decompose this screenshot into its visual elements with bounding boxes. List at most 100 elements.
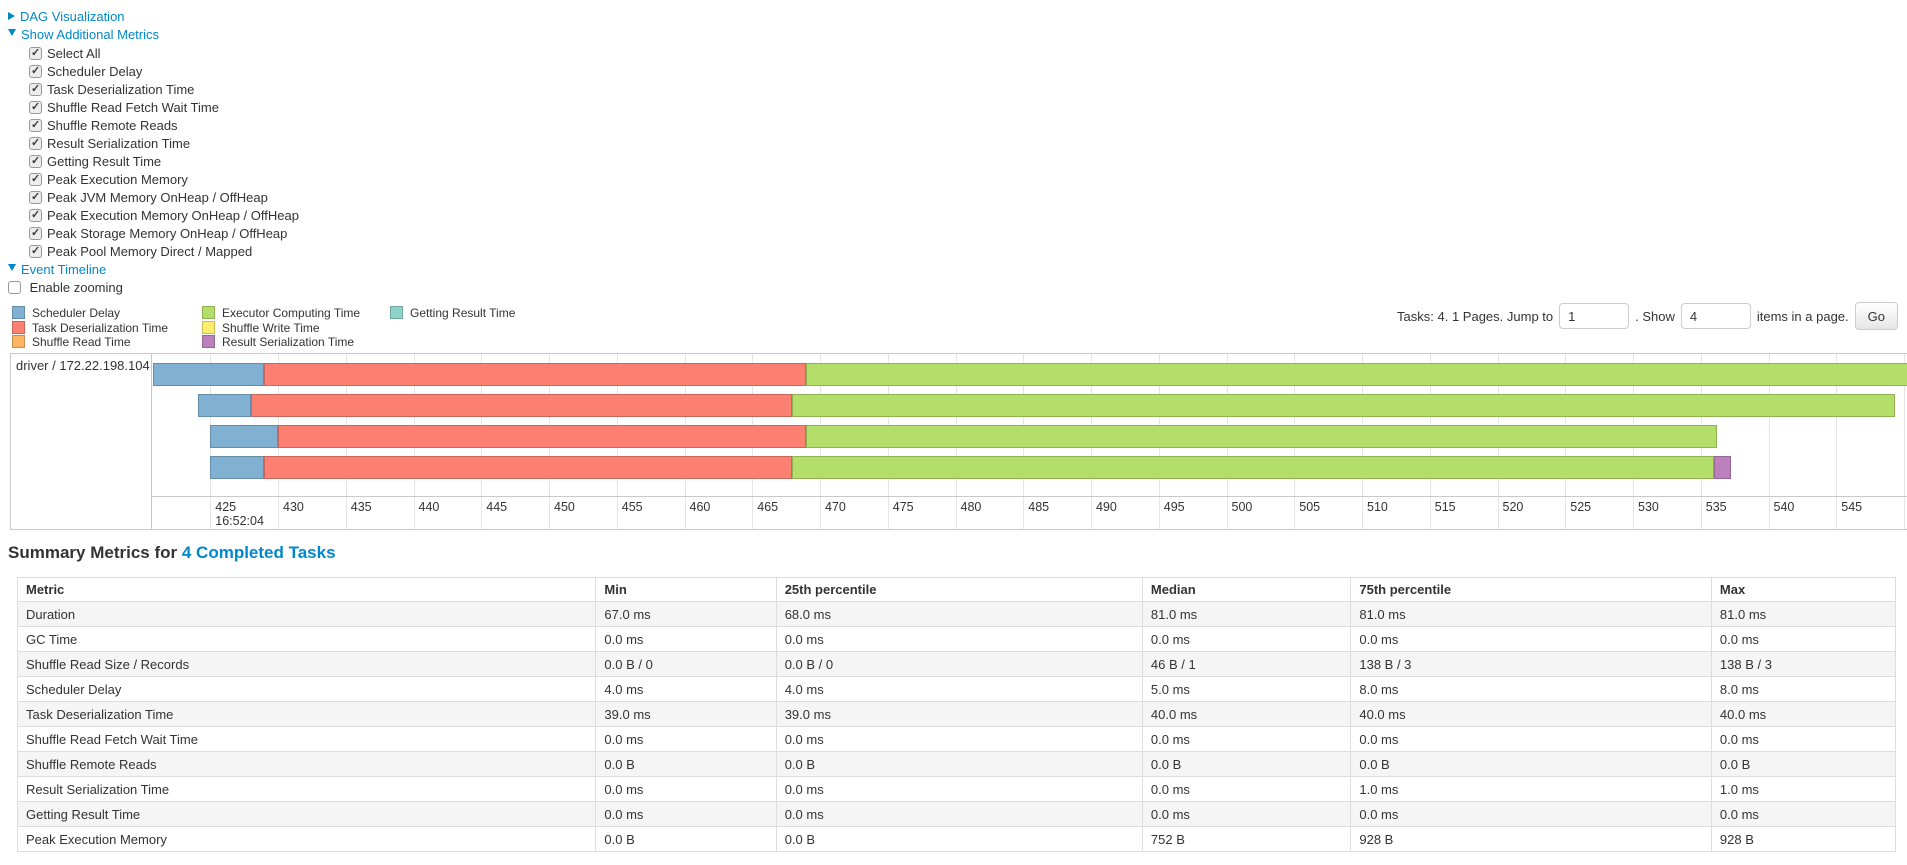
metric-value-cell: 0.0 B xyxy=(775,751,1143,777)
metric-value-cell: 928 B xyxy=(1350,826,1712,852)
task-segment-executor-computing[interactable] xyxy=(806,425,1717,448)
metric-checkbox[interactable] xyxy=(29,46,42,60)
summary-column-header: Metric xyxy=(16,577,597,602)
task-segment-task-deserialization[interactable] xyxy=(250,394,792,417)
task-segment-executor-computing[interactable] xyxy=(791,456,1715,479)
show-additional-metrics-link[interactable]: Show Additional Metrics xyxy=(21,27,160,42)
task-segment-scheduler-delay[interactable] xyxy=(153,363,265,386)
metric-checkbox-row: Peak Execution Memory OnHeap / OffHeap xyxy=(29,207,299,225)
metric-checkbox-row: Peak Pool Memory Direct / Mapped xyxy=(29,243,299,261)
timeline-task-bar[interactable] xyxy=(152,363,1907,386)
axis-tick-label: 515 xyxy=(1434,500,1456,514)
summary-column-header: Median xyxy=(1141,577,1352,602)
gridline xyxy=(820,497,821,529)
event-timeline-toggle[interactable]: Event Timeline xyxy=(8,261,299,279)
task-segment-task-deserialization[interactable] xyxy=(264,363,807,386)
summary-table-row: Scheduler Delay 4.0 ms 4.0 ms 5.0 ms 8.0 ms 8… xyxy=(16,676,1897,702)
axis-tick-label: 545 xyxy=(1841,500,1863,514)
axis-tick-label: 490 xyxy=(1096,500,1117,514)
go-button[interactable]: Go xyxy=(1854,302,1898,330)
summary-header-row: Metric Min 25th percentile Median 75th perce… xyxy=(16,577,1897,602)
metric-value-cell: 40.0 ms xyxy=(1710,701,1897,727)
gridline xyxy=(1700,497,1702,529)
summary-title-text: Summary Metrics for xyxy=(8,543,178,562)
metric-name-cell: Scheduler Delay xyxy=(16,676,597,702)
axis-tick-label: 540 xyxy=(1773,500,1795,514)
metric-checkbox[interactable] xyxy=(29,226,42,240)
gridline xyxy=(1362,497,1363,529)
chevron-right-icon xyxy=(8,12,15,20)
chevron-down-icon xyxy=(8,29,16,36)
summary-metrics-table: Metric Min 25th percentile Median 75th perce… xyxy=(16,577,1897,852)
metric-value-cell: 0.0 B xyxy=(595,751,777,777)
event-timeline-link[interactable]: Event Timeline xyxy=(21,262,107,277)
task-segment-scheduler-delay[interactable] xyxy=(198,394,251,417)
metric-value-cell: 0.0 ms xyxy=(1141,726,1352,752)
metric-value-cell: 0.0 ms xyxy=(1710,726,1897,752)
metric-value-cell: 81.0 ms xyxy=(1141,601,1352,627)
enable-zooming-checkbox[interactable] xyxy=(8,281,21,294)
metric-checkbox[interactable] xyxy=(29,190,42,204)
metric-checkbox[interactable] xyxy=(29,82,42,96)
items-per-page-input[interactable] xyxy=(1680,303,1751,329)
gridline xyxy=(1904,354,1905,496)
metric-value-cell: 0.0 B / 0 xyxy=(595,651,777,677)
summary-table-row: Shuffle Remote Reads 0.0 B 0.0 B 0.0 B 0.0 B… xyxy=(16,751,1897,777)
metric-checkbox[interactable] xyxy=(29,136,42,150)
metric-checkbox[interactable] xyxy=(29,64,42,78)
gridline xyxy=(1565,497,1567,529)
metric-value-cell: 0.0 ms xyxy=(775,776,1143,802)
completed-tasks-link[interactable]: 4 Completed Tasks xyxy=(181,543,336,562)
timeline-task-bar[interactable] xyxy=(152,456,1907,479)
task-segment-result-serialization[interactable] xyxy=(1714,456,1731,479)
timeline-group-column: driver / 172.22.198.104 xyxy=(11,354,152,529)
task-segment-scheduler-delay[interactable] xyxy=(210,456,265,479)
legend-label: Shuffle Write Time xyxy=(222,320,320,335)
metric-value-cell: 68.0 ms xyxy=(775,601,1143,627)
timeline-task-bar[interactable] xyxy=(152,425,1907,448)
gridline xyxy=(616,497,618,529)
axis-tick-label: 495 xyxy=(1163,500,1185,514)
axis-tick-label: 475 xyxy=(892,500,914,514)
axis-tick-label: 460 xyxy=(689,500,711,514)
summary-table-row: GC Time 0.0 ms 0.0 ms 0.0 ms 0.0 ms 0.0 ms xyxy=(16,626,1897,652)
metric-checkbox[interactable] xyxy=(29,244,42,258)
task-segment-executor-computing[interactable] xyxy=(791,394,1895,417)
task-segment-task-deserialization[interactable] xyxy=(278,425,807,448)
metric-value-cell: 0.0 B xyxy=(775,826,1143,852)
metric-checkbox[interactable] xyxy=(29,172,42,186)
metric-value-cell: 8.0 ms xyxy=(1350,676,1712,702)
show-additional-metrics-toggle[interactable]: Show Additional Metrics xyxy=(8,26,299,44)
axis-tick-label: 470 xyxy=(825,500,846,514)
legend-label: Scheduler Delay xyxy=(32,306,121,320)
summary-table-row: Result Serialization Time 0.0 ms 0.0 ms 0.0… xyxy=(16,776,1897,802)
metric-checkbox[interactable] xyxy=(29,118,42,132)
axis-tick-label: 465 xyxy=(757,500,779,514)
metric-checkbox[interactable] xyxy=(29,208,42,222)
metric-checkbox[interactable] xyxy=(29,100,42,114)
axis-tick-label: 535 xyxy=(1705,500,1727,514)
metric-value-cell: 138 B / 3 xyxy=(1350,651,1712,677)
legend-label: Result Serialization Time xyxy=(222,335,355,349)
metric-value-cell: 752 B xyxy=(1141,826,1352,852)
gridline xyxy=(1023,497,1025,529)
metric-checkbox-row: Shuffle Remote Reads xyxy=(29,117,299,135)
task-segment-executor-computing[interactable] xyxy=(806,363,1907,386)
timeline-plot-area xyxy=(152,354,1907,496)
metric-name-cell: Peak Execution Memory xyxy=(16,826,597,852)
metric-checkbox[interactable] xyxy=(29,154,42,168)
legend-label: Getting Result Time xyxy=(410,306,516,320)
metric-value-cell: 0.0 ms xyxy=(1350,726,1712,752)
task-segment-scheduler-delay[interactable] xyxy=(210,425,278,448)
metric-checkbox-row: Peak Execution Memory xyxy=(29,171,299,189)
timeline-task-bar[interactable] xyxy=(152,394,1907,417)
dag-visualization-link[interactable]: DAG Visualization xyxy=(20,9,125,24)
metric-checkbox-label: Shuffle Read Fetch Wait Time xyxy=(47,100,219,115)
task-segment-task-deserialization[interactable] xyxy=(264,456,792,479)
metric-checkbox-label: Peak JVM Memory OnHeap / OffHeap xyxy=(47,190,268,205)
axis-tick-label: 435 xyxy=(350,500,372,514)
jump-to-page-input[interactable] xyxy=(1559,303,1630,329)
axis-tick-label: 480 xyxy=(960,500,982,514)
dag-visualization-toggle[interactable]: DAG Visualization xyxy=(8,8,299,26)
